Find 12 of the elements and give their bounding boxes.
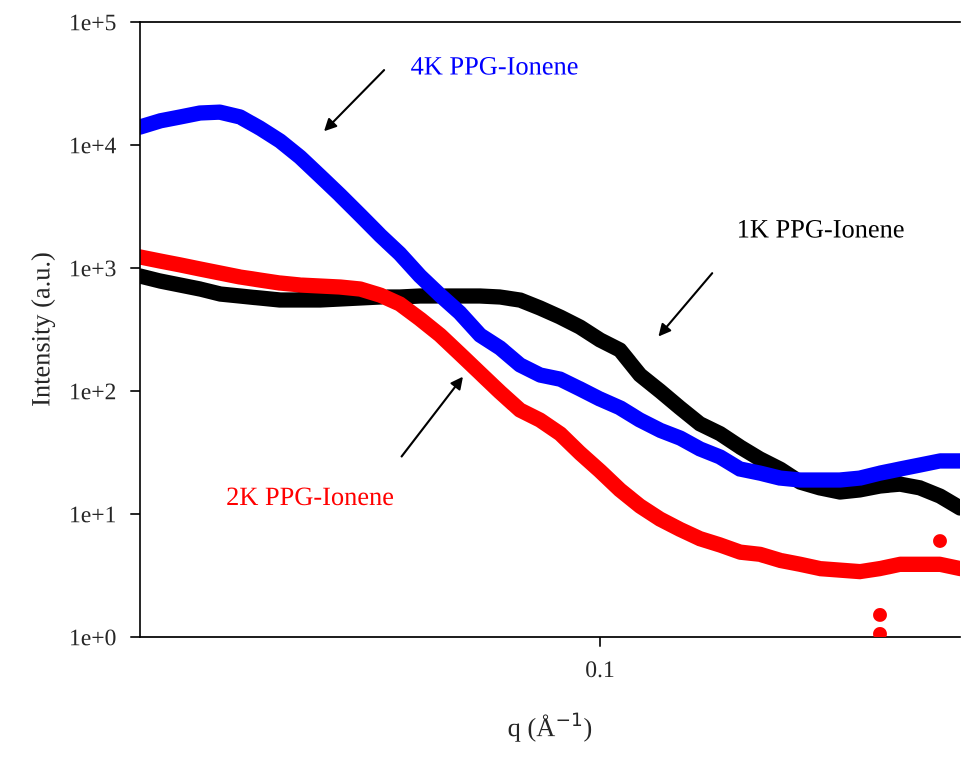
y-tick-label: 1e+4 [71, 138, 116, 154]
y-tick-label: 1e+2 [71, 384, 116, 400]
x-axis-title: q (Å$^{−1}$) [508, 712, 592, 742]
y-axis-title: Intensity (a.u.) [31, 253, 56, 406]
text: 1K PPG-Ionene [739, 220, 904, 238]
y-tick-label: 1e+5 [71, 14, 116, 30]
text: 2K PPG-Ionene [227, 487, 394, 506]
text: 4K PPG-Ionene [411, 56, 578, 75]
y-tick-label: 1e+0 [71, 629, 116, 646]
y-tick-label: 1e+3 [71, 260, 116, 276]
y-tick-label: 1e+1 [71, 506, 115, 522]
x-tick-label: 0.1 [586, 661, 614, 678]
